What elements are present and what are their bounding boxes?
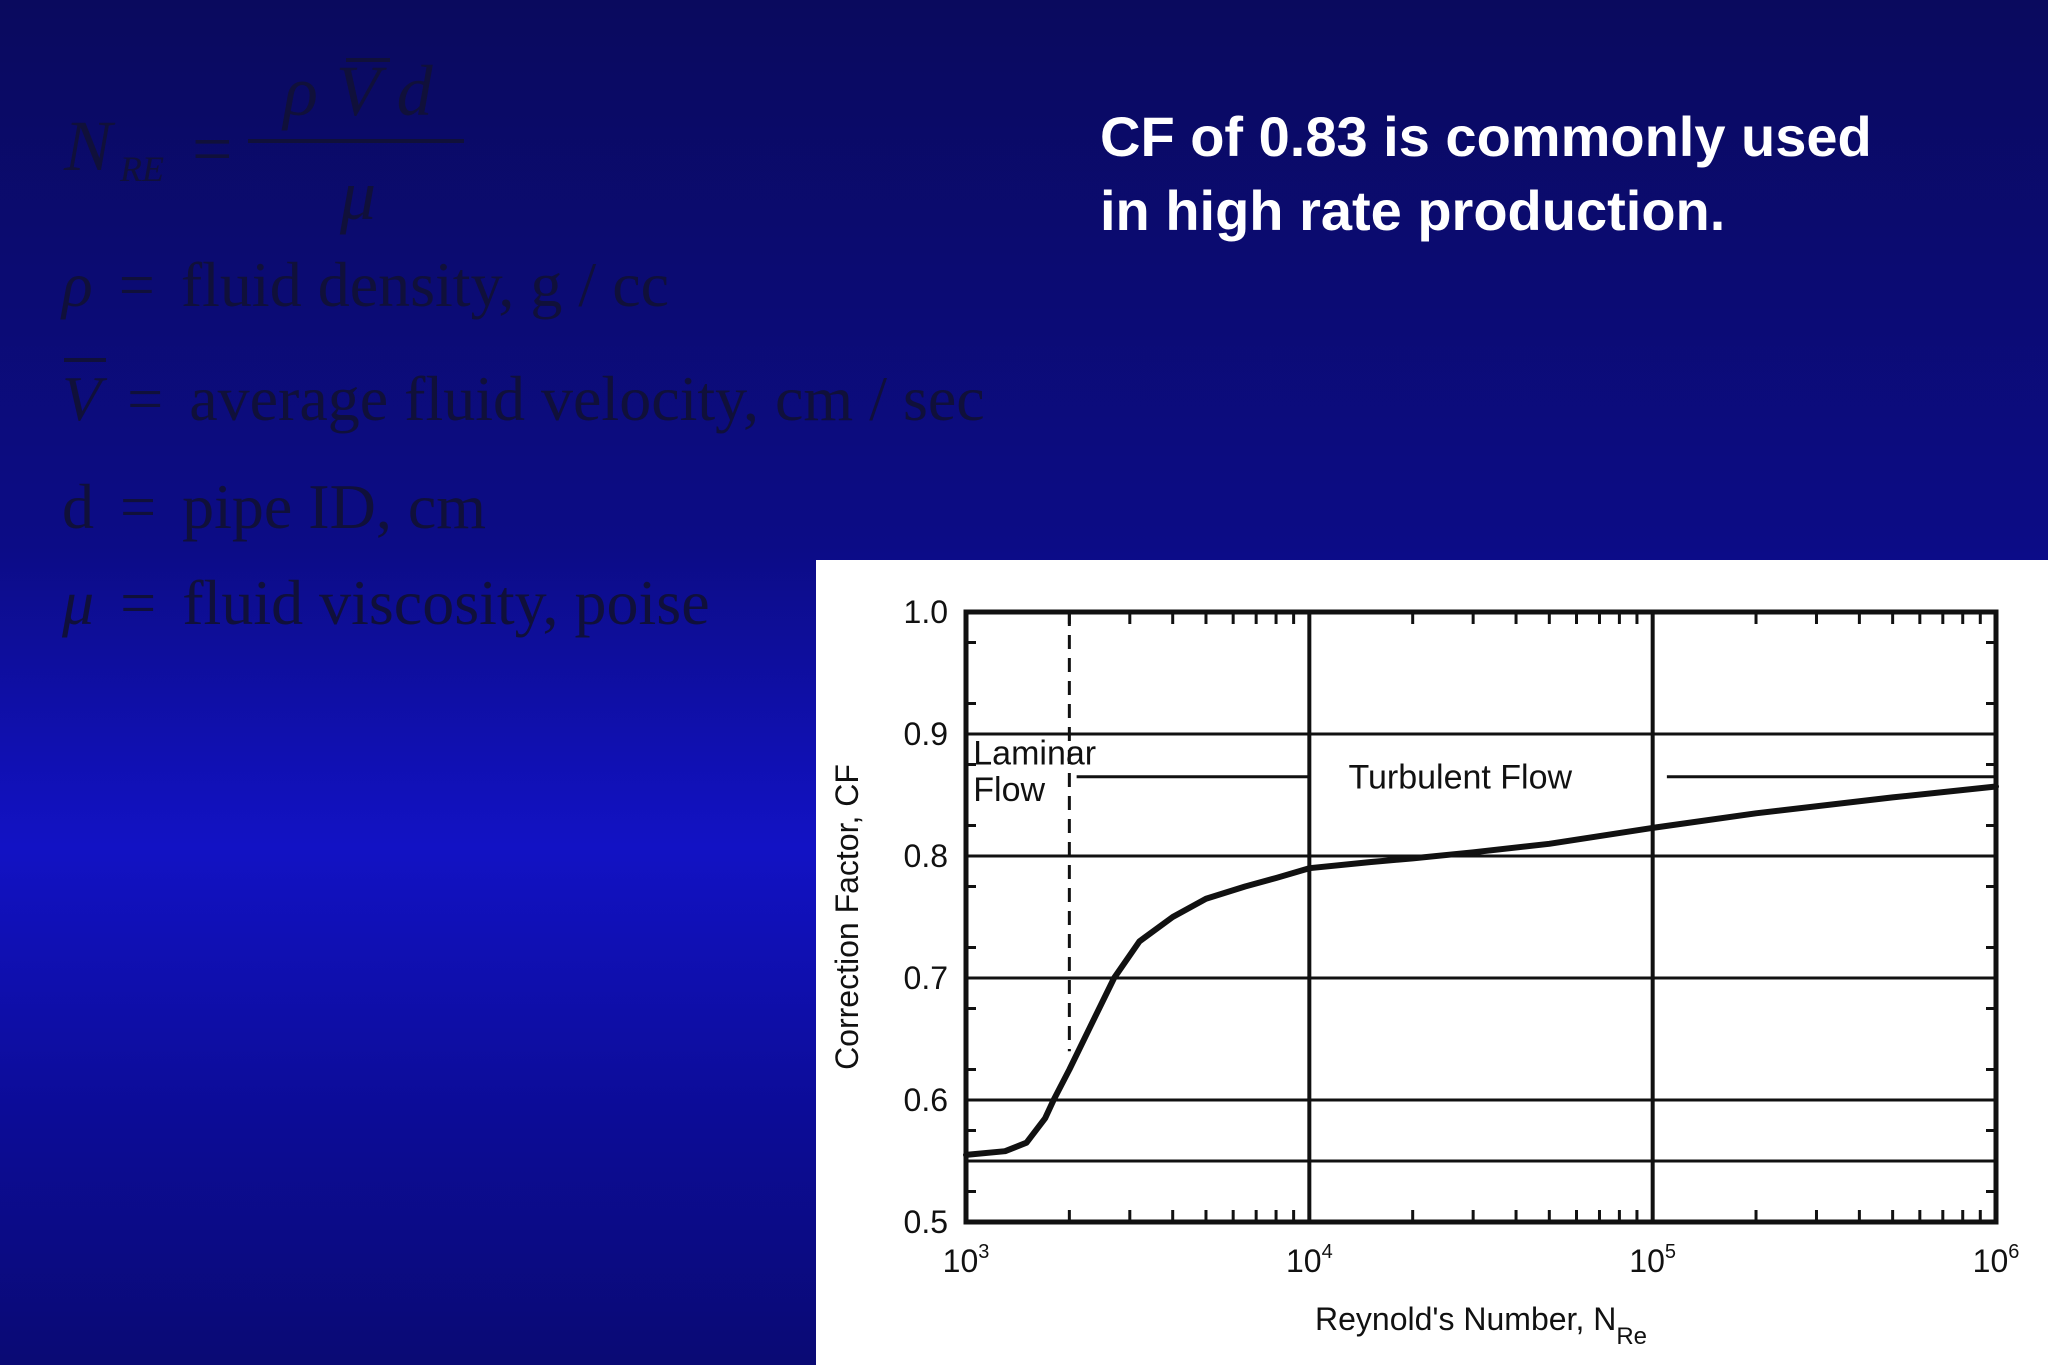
formula-equals: = <box>192 109 233 189</box>
y-tick-label: 1.0 <box>904 594 948 630</box>
definition-text: fluid density, g / cc <box>180 249 669 320</box>
definition-text: pipe ID, cm <box>182 471 486 542</box>
plot-frame <box>963 609 1999 1225</box>
y-tick-label: 0.9 <box>904 716 948 752</box>
formula-numerator: ρ V d <box>283 51 433 131</box>
formula-lhs: N <box>64 106 113 186</box>
definition-viscosity: μ = fluid viscosity, poise <box>62 567 710 638</box>
fraction-bar <box>248 139 464 143</box>
reynolds-formula: N RE = ρ V d μ <box>64 50 464 240</box>
definition-symbol: d <box>62 471 94 542</box>
correction-factor-chart: 0.5 0.6 0.7 0.8 0.9 1.0 103 104 105 106 Reynold's … <box>816 560 2048 1365</box>
y-tick-label: 0.5 <box>904 1204 948 1240</box>
y-axis-title: Correction Factor, CF <box>829 764 865 1070</box>
velocity-overbar <box>346 58 390 62</box>
formula-denominator: μ <box>339 155 377 235</box>
definition-text: fluid viscosity, poise <box>182 567 710 638</box>
y-tick-label: 0.8 <box>904 838 948 874</box>
x-axis-title: Reynold's Number, NRe <box>1315 1301 1647 1350</box>
velocity-overbar <box>64 358 106 362</box>
definition-symbol: V <box>62 363 102 434</box>
note-text: CF of 0.83 is commonly used in high rate… <box>1100 100 2000 248</box>
definition-diameter: d = pipe ID, cm <box>62 471 486 542</box>
y-tick-label: 0.7 <box>904 960 948 996</box>
annotation-label: Laminar <box>973 734 1096 772</box>
definition-text: average fluid velocity, cm / sec <box>189 363 985 434</box>
chart-svg: 0.5 0.6 0.7 0.8 0.9 1.0 103 104 105 106 Reynold's … <box>829 594 2020 1350</box>
cf-curve <box>963 783 1999 1158</box>
x-tick-label: 105 <box>1629 1241 1676 1279</box>
y-tick-label: 0.6 <box>904 1082 948 1118</box>
definition-density: ρ = fluid density, g / cc <box>62 249 669 320</box>
x-tick-label: 104 <box>1286 1241 1333 1279</box>
x-tick-label: 103 <box>943 1241 990 1279</box>
formula-lhs-subscript: RE <box>120 149 164 189</box>
definition-velocity: V = average fluid velocity, cm / sec <box>62 363 985 434</box>
annotation-label: Flow <box>973 771 1045 809</box>
annotation-label: Turbulent Flow <box>1348 759 1572 797</box>
definition-symbol: μ <box>62 567 95 638</box>
note-line-1: CF of 0.83 is commonly used <box>1100 105 1872 168</box>
note-line-2: in high rate production. <box>1100 179 1726 242</box>
x-tick-label: 106 <box>1973 1241 2020 1279</box>
definition-symbol: ρ <box>62 249 93 320</box>
